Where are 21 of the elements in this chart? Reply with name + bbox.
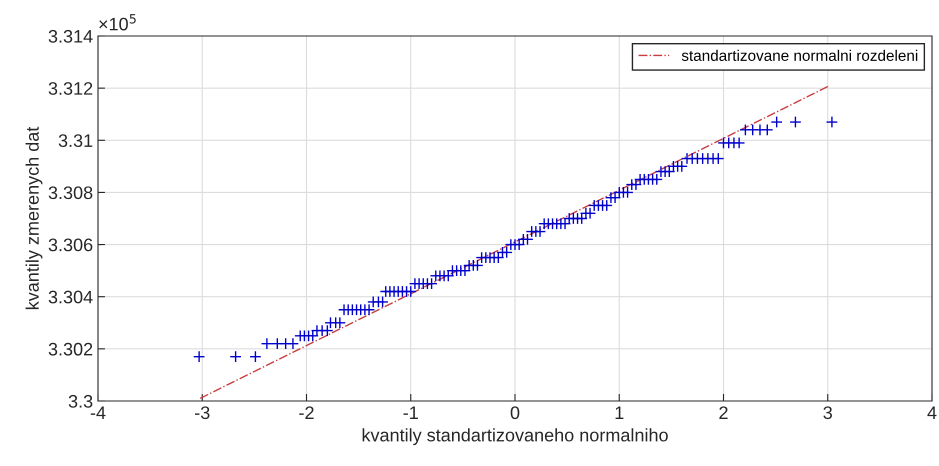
y-axis-title: kvantily zmerenych dat [26,126,42,310]
y-tick-label: 3.304 [48,290,93,304]
y-tick-label: 3.312 [48,82,92,95]
x-tick-label: 1 [616,406,624,419]
x-tick-label: -4 [90,406,106,419]
y-tick-label: 3.3 [68,394,92,408]
x-tick-label: -3 [195,406,210,420]
y-tick-label: 3.314 [48,30,93,43]
x-tick-label: -1 [404,406,418,419]
y-tick-label: 3.31 [58,134,92,148]
legend-label: standartizovane normalni rozdeleni [682,50,918,61]
x-tick-label: 2 [719,406,728,419]
x-tick-label: 0 [510,406,520,420]
x-tick-label: 3 [823,406,832,420]
y-tick-label: 3.302 [48,342,92,356]
x-axis-title: kvantily standartizovaneho normalniho [362,428,668,446]
y-tick-label: 3.308 [48,186,92,200]
x-tick-label: 4 [927,406,936,419]
y-tick-label: 3.306 [48,238,92,252]
text: ×10$^{5}$ [99,14,136,30]
x-tick-label: -2 [299,406,314,419]
